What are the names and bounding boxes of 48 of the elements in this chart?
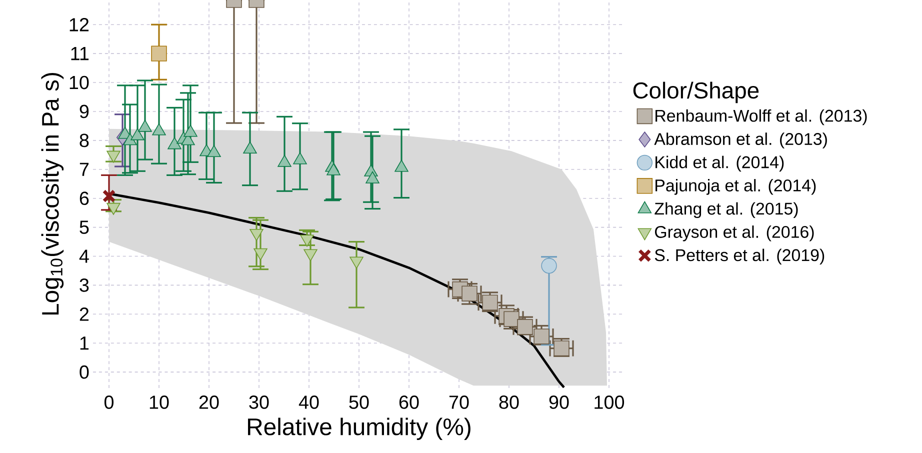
point xyxy=(366,171,380,184)
y-tick-label: 10 xyxy=(70,76,89,90)
y-tick-label: 2 xyxy=(80,308,89,321)
point xyxy=(168,137,182,150)
y-tick-label: 4 xyxy=(79,250,89,263)
legend-label: Grayson et al. (2016) xyxy=(655,226,814,242)
legend-title: Color/Shape xyxy=(633,82,759,104)
legend-label: Pajunoja et al. (2014) xyxy=(656,179,816,195)
legend-label: S. Petters et al. (2019) xyxy=(654,248,824,264)
x-tick-label: 70 xyxy=(449,396,469,409)
x-tick-label: 10 xyxy=(150,396,169,409)
y-axis-title: Log$_{10}$(viscosity in Pa s) xyxy=(41,73,64,315)
y-tick-label: 12 xyxy=(70,18,89,32)
legend-label: Kidd et al. (2014) xyxy=(656,156,784,172)
y-tick-label: 0 xyxy=(80,365,89,379)
point xyxy=(394,160,408,172)
point xyxy=(278,154,292,167)
y-tick-label: 6 xyxy=(80,192,89,206)
legend-label: Zhang et al. (2015) xyxy=(654,202,798,218)
legend-label: Renbaum-Wolff et al. (2013) xyxy=(656,109,867,126)
y-tick-label: 3 xyxy=(80,278,89,292)
x-tick-label: 100 xyxy=(594,396,624,409)
point xyxy=(152,123,166,136)
x-tick-label: 20 xyxy=(199,396,219,409)
x-axis-title: Relative humidity (%) xyxy=(248,418,470,440)
point xyxy=(326,163,340,176)
y-tick-label: 1 xyxy=(80,336,89,350)
point xyxy=(184,124,198,137)
x-tick-label: 40 xyxy=(298,396,319,409)
x-tick-label: 30 xyxy=(249,396,269,409)
x-tick-label: 80 xyxy=(499,396,519,409)
x-tick-label: 90 xyxy=(549,396,569,409)
point xyxy=(207,145,221,158)
x-tick-label: 50 xyxy=(349,396,369,409)
point xyxy=(123,133,137,146)
point xyxy=(130,128,144,140)
point xyxy=(102,189,116,203)
point xyxy=(293,152,307,164)
point xyxy=(138,120,152,132)
x-tick-label: 0 xyxy=(104,396,114,409)
x-tick-label: 60 xyxy=(399,396,419,409)
point xyxy=(243,142,257,154)
y-tick-label: 9 xyxy=(80,104,89,118)
y-tick-label: 8 xyxy=(80,134,89,148)
legend-label: Abramson et al. (2013) xyxy=(654,132,827,148)
y-tick-label: 5 xyxy=(80,220,89,234)
y-tick-label: 11 xyxy=(71,47,89,60)
y-tick-label: 7 xyxy=(80,162,89,176)
